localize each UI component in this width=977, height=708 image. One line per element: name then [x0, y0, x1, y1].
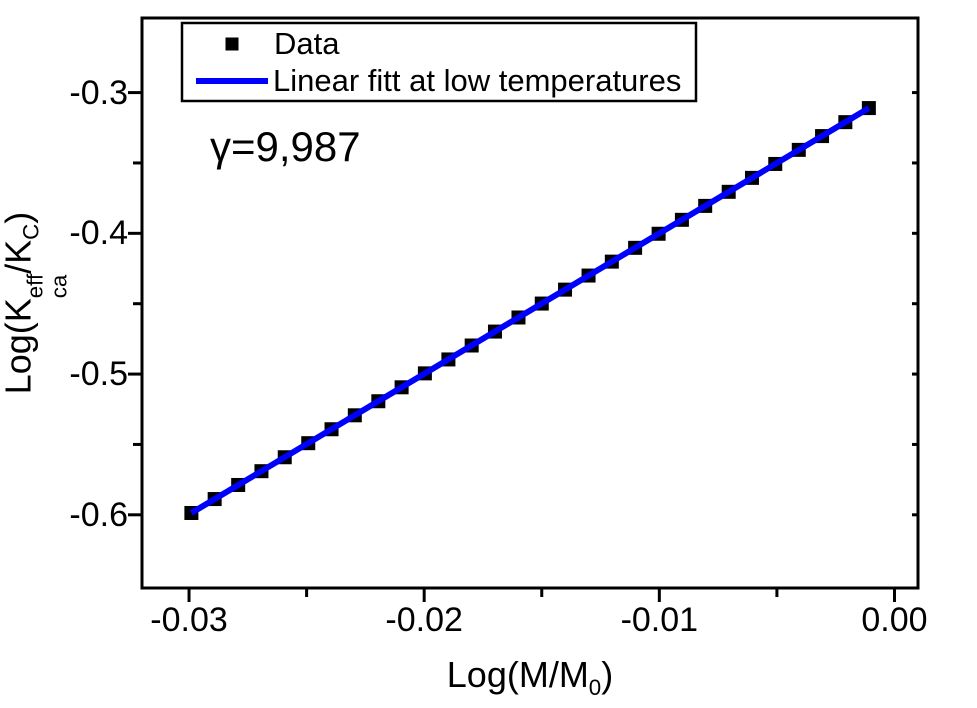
x-axis-label-subscript: 0 [588, 675, 602, 701]
x-axis-label-close: ) [601, 654, 614, 695]
x-tick-label: -0.02 [385, 601, 463, 639]
plot-frame [140, 16, 920, 590]
x-axis-label: Log(M/M0) [447, 654, 613, 701]
legend-marker-square [225, 37, 239, 51]
y-tick-label: -0.3 [69, 73, 128, 112]
y-axis-label-subscript: ca [46, 274, 72, 299]
y-axis-label: Log(K eff ca/KC) [0, 212, 71, 395]
y-tick-label: -0.6 [69, 495, 128, 534]
fit-line [189, 105, 871, 516]
legend-entry-fit-label: Linear fitt at low temperatures [273, 63, 682, 98]
x-axis-label-text: Log(M/M [446, 654, 589, 695]
x-tick-label: -0.03 [150, 601, 228, 639]
y-axis-label-subsup: eff ca [22, 273, 72, 299]
x-tick-label: 0.00 [861, 601, 928, 639]
y-axis-label-subscript2: C [18, 223, 44, 240]
y-axis-label-mid: /K [0, 239, 39, 274]
legend-entry-data-label: Data [274, 26, 340, 61]
x-tick-label: -0.01 [620, 601, 699, 639]
gamma-annotation: γ=9,987 [210, 123, 361, 170]
y-axis-label-superscript: eff [22, 273, 48, 299]
y-tick-label: -0.5 [69, 355, 128, 394]
y-axis-label-text: Log(K [0, 298, 39, 395]
y-axis-label-close: ) [0, 211, 39, 224]
legend-box [180, 21, 698, 103]
y-tick-label: -0.4 [69, 214, 128, 253]
